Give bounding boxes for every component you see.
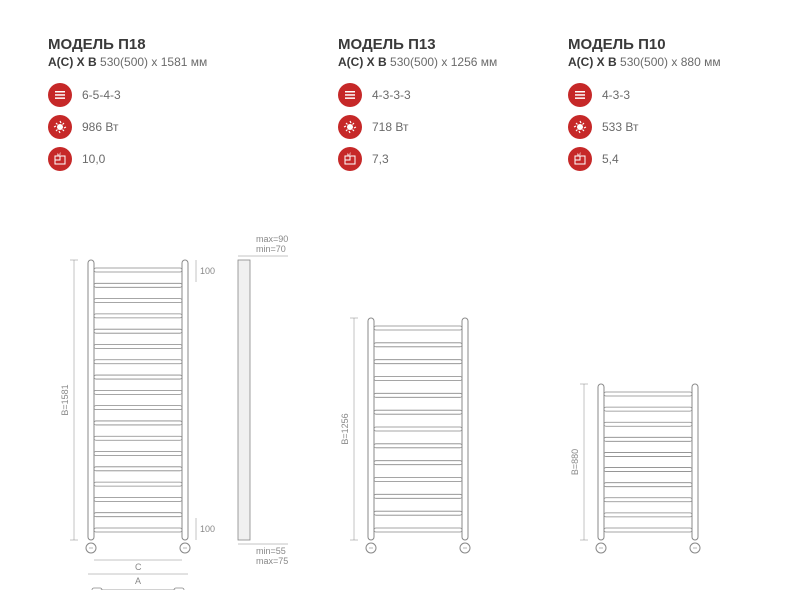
svg-text:м²: м² — [57, 152, 62, 157]
model-card-0: МОДЕЛЬ П18 А(С) Х В 530(500) х 1581 мм 6-5… — [48, 36, 338, 179]
model-title: МОДЕЛЬ П18 — [48, 36, 338, 53]
radiator-diagram-1: В=1256 — [340, 318, 470, 553]
sections-icon — [338, 83, 362, 107]
svg-text:м²: м² — [577, 152, 582, 157]
model-dims: А(С) Х В 530(500) х 1256 мм — [338, 55, 568, 69]
svg-text:min=55: min=55 — [256, 546, 286, 556]
spec-value-power: 533 Вт — [602, 120, 638, 134]
model-dims: А(С) Х В 530(500) х 1581 мм — [48, 55, 338, 69]
spec-row-power: 986 Вт — [48, 115, 338, 139]
svg-text:min=70: min=70 — [256, 244, 286, 254]
spec-row-area: м² 5,4 — [568, 147, 798, 171]
power-icon — [48, 115, 72, 139]
radiator-diagram-2: В=880 — [570, 384, 700, 553]
spec-row-sections: 4-3-3 — [568, 83, 798, 107]
spec-value-sections: 4-3-3 — [602, 88, 630, 102]
spec-value-sections: 4-3-3-3 — [372, 88, 411, 102]
spec-value-sections: 6-5-4-3 — [82, 88, 121, 102]
spec-value-area: 5,4 — [602, 152, 619, 166]
model-title: МОДЕЛЬ П13 — [338, 36, 568, 53]
spec-value-power: 986 Вт — [82, 120, 118, 134]
spec-value-area: 10,0 — [82, 152, 105, 166]
models-row: МОДЕЛЬ П18 А(С) Х В 530(500) х 1581 мм 6-5… — [0, 0, 800, 179]
spec-value-area: 7,3 — [372, 152, 389, 166]
svg-text:100: 100 — [200, 524, 215, 534]
spec-row-power: 533 Вт — [568, 115, 798, 139]
svg-text:В=880: В=880 — [570, 449, 580, 475]
svg-text:м²: м² — [347, 152, 352, 157]
svg-text:max=75: max=75 — [256, 556, 288, 566]
spec-row-area: м² 10,0 — [48, 147, 338, 171]
model-card-1: МОДЕЛЬ П13 А(С) Х В 530(500) х 1256 мм 4-3… — [338, 36, 568, 179]
area-icon: м² — [568, 147, 592, 171]
power-icon — [338, 115, 362, 139]
spec-value-power: 718 Вт — [372, 120, 408, 134]
spec-row-area: м² 7,3 — [338, 147, 568, 171]
svg-text:max=90: max=90 — [256, 234, 288, 244]
svg-text:В=1256: В=1256 — [340, 413, 350, 444]
model-card-2: МОДЕЛЬ П10 А(С) Х В 530(500) х 880 мм 4-3-… — [568, 36, 798, 179]
area-icon: м² — [48, 147, 72, 171]
spec-row-power: 718 Вт — [338, 115, 568, 139]
spec-row-sections: 6-5-4-3 — [48, 83, 338, 107]
diagrams-svg: В=1581max=90min=70min=55max=75100100САВ=… — [48, 220, 788, 590]
svg-text:100: 100 — [200, 266, 215, 276]
model-dims: А(С) Х В 530(500) х 880 мм — [568, 55, 798, 69]
svg-text:С: С — [135, 562, 142, 572]
model-title: МОДЕЛЬ П10 — [568, 36, 798, 53]
power-icon — [568, 115, 592, 139]
sections-icon — [568, 83, 592, 107]
radiator-diagram-0: В=1581 max=90min=70 min=55max=75 100 100 СА — [60, 234, 288, 590]
svg-text:А: А — [135, 576, 141, 586]
svg-text:В=1581: В=1581 — [60, 384, 70, 415]
spec-row-sections: 4-3-3-3 — [338, 83, 568, 107]
area-icon: м² — [338, 147, 362, 171]
sections-icon — [48, 83, 72, 107]
